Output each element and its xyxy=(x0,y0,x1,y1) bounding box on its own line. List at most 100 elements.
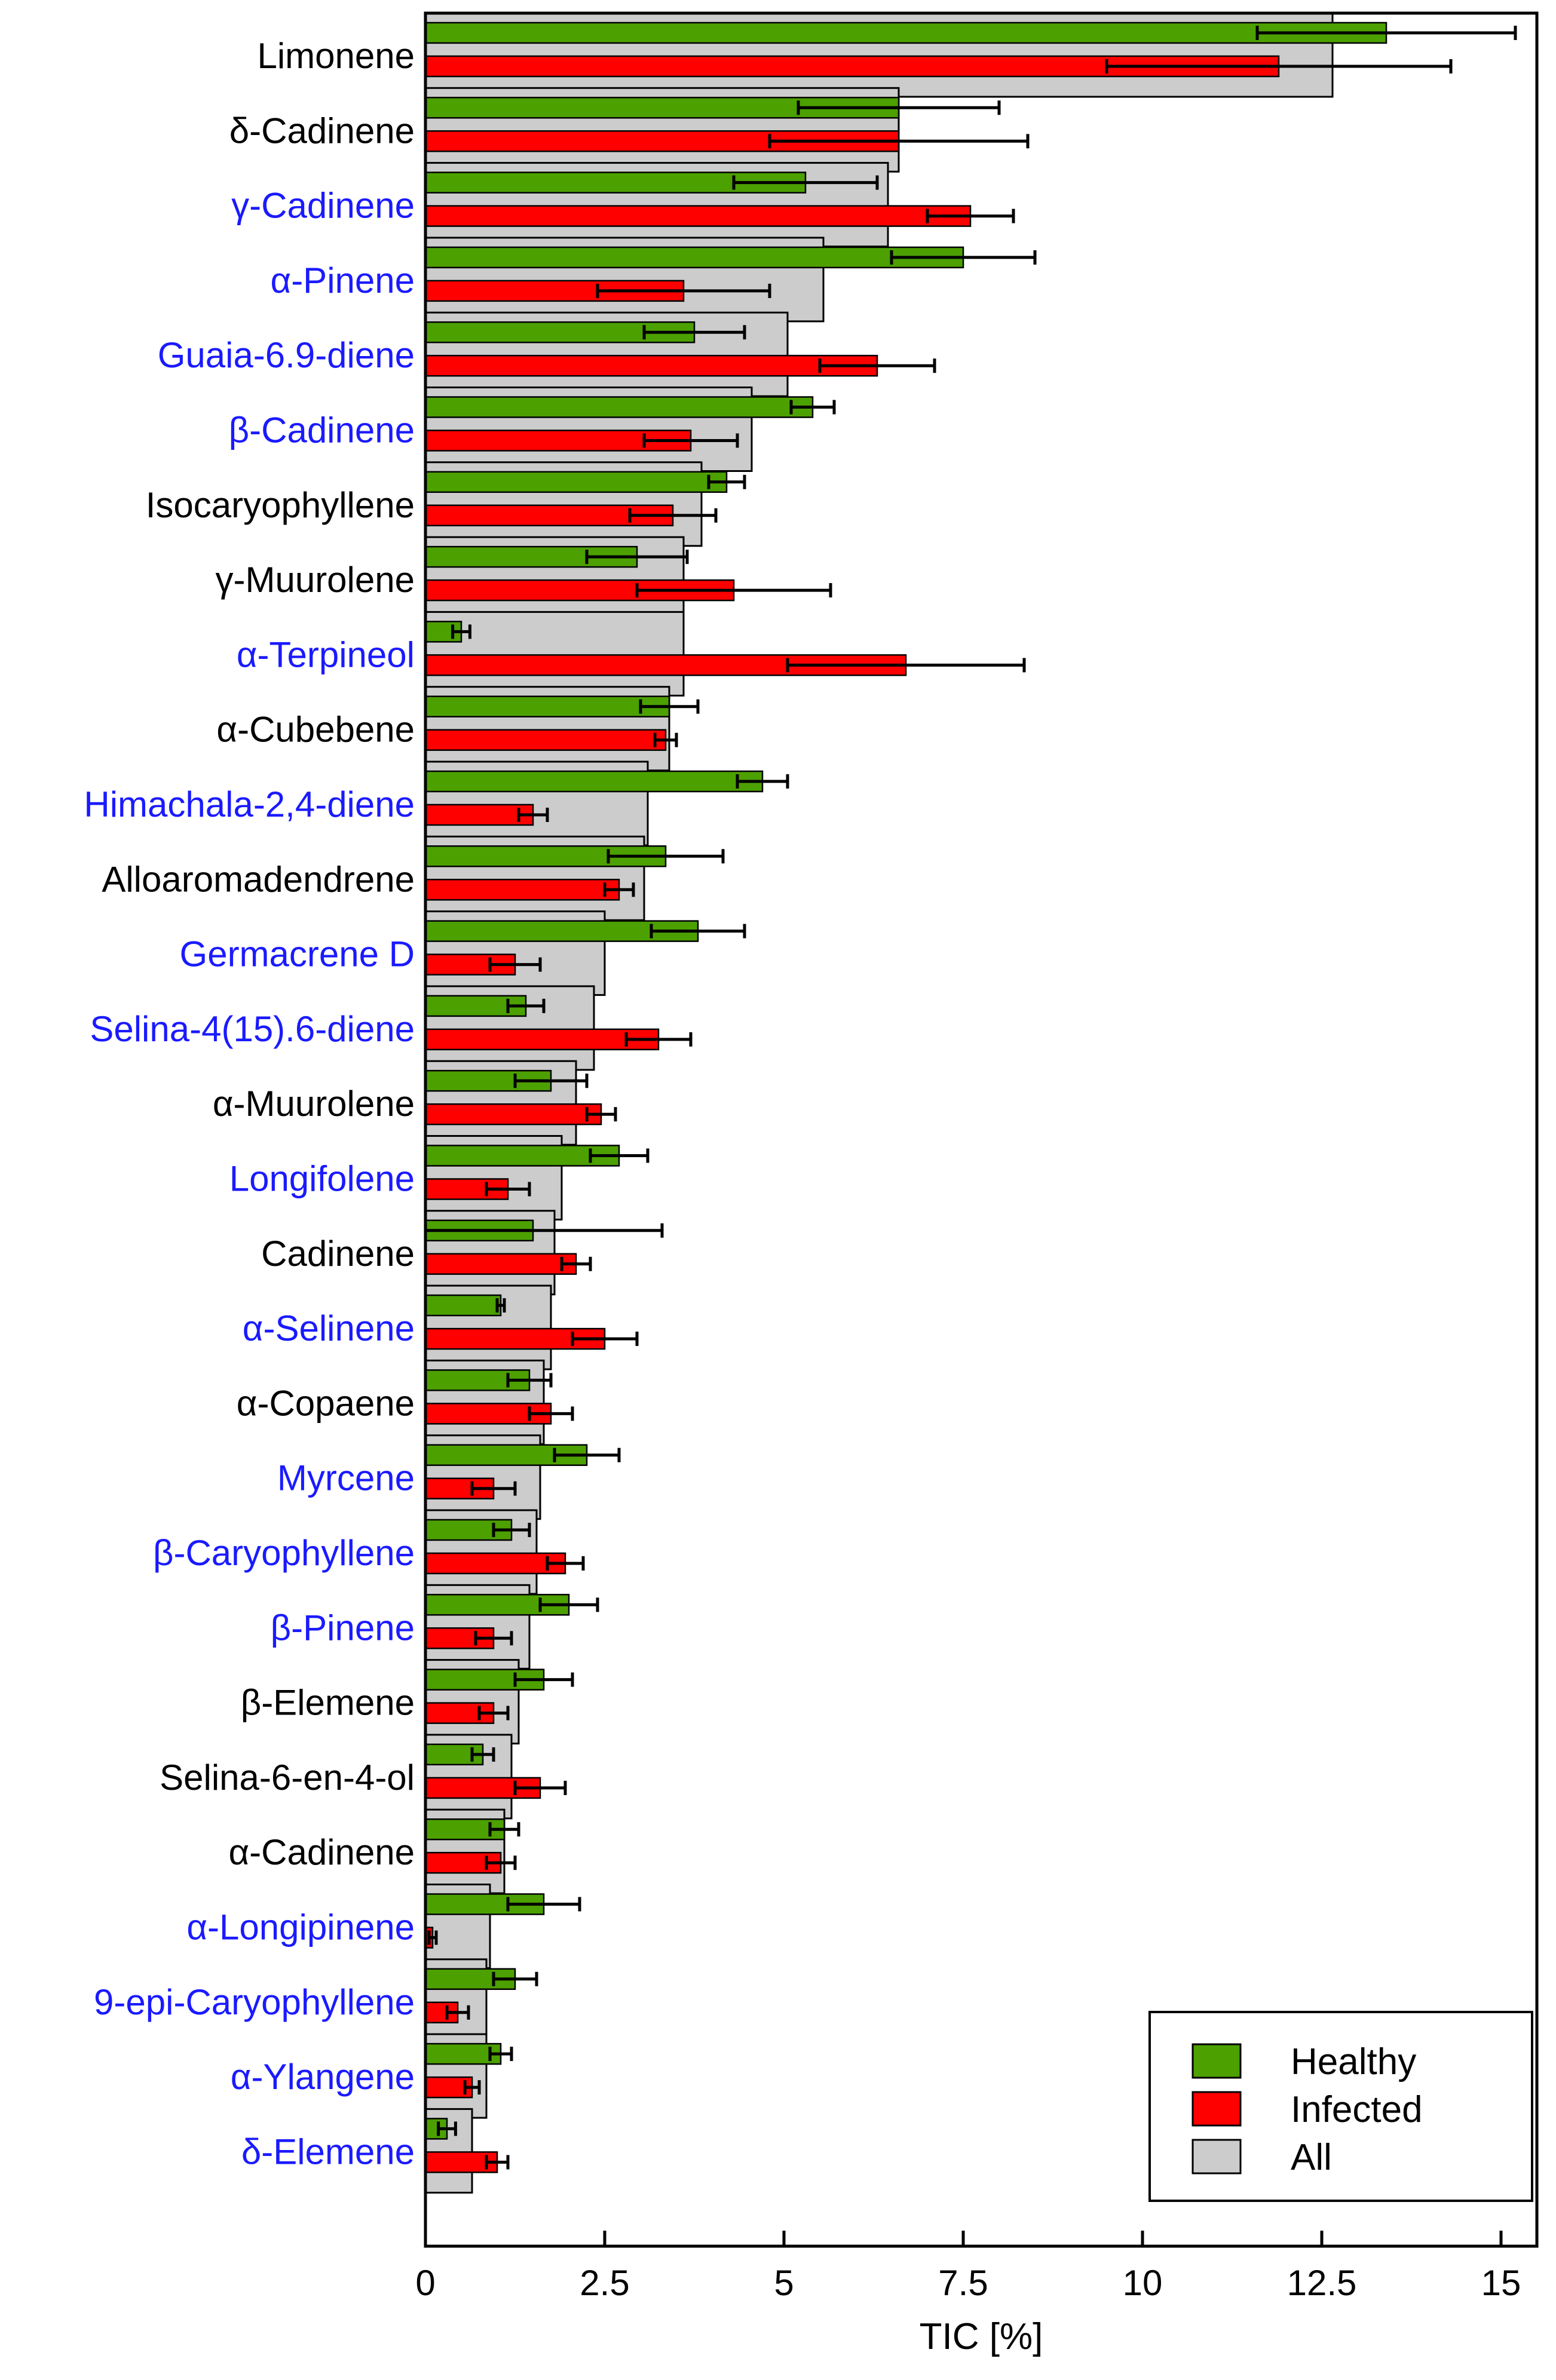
x-tick-label: 5 xyxy=(774,2263,794,2303)
category-label-cat-24: α-Cadinene xyxy=(228,1832,415,1872)
errorbar-infected-cat-26 xyxy=(445,2005,470,2020)
bar-healthy-cat-27 xyxy=(424,2042,502,2065)
errorbar-infected-cat-28 xyxy=(485,2155,510,2170)
bar-healthy-cat-10 xyxy=(424,770,764,793)
category-label-cat-22: β-Elemene xyxy=(241,1683,415,1723)
errorbar-healthy-cat-9 xyxy=(639,699,700,714)
errorbar-healthy-cat-12 xyxy=(650,924,746,938)
errorbar-infected-cat-2 xyxy=(926,208,1015,223)
bar-infected-cat-13 xyxy=(424,1028,660,1051)
bar-infected-cat-16 xyxy=(424,1253,577,1275)
errorbar-healthy-cat-24 xyxy=(488,1822,520,1837)
category-label-cat-25: α-Longipinene xyxy=(186,1907,415,1947)
errorbar-healthy-cat-14 xyxy=(513,1074,589,1088)
category-label-cat-20: β-Caryophyllene xyxy=(153,1533,415,1573)
errorbar-healthy-cat-6 xyxy=(707,474,746,489)
errorbar-infected-cat-21 xyxy=(474,1631,513,1646)
errorbar-healthy-cat-5 xyxy=(789,400,836,415)
category-label-cat-1: δ-Cadinene xyxy=(229,111,415,151)
bar-infected-cat-14 xyxy=(424,1103,602,1125)
errorbar-healthy-cat-19 xyxy=(553,1447,621,1462)
errorbar-healthy-cat-2 xyxy=(732,175,879,190)
errorbar-infected-cat-9 xyxy=(653,732,678,747)
plot-frame xyxy=(424,11,1539,2248)
category-label-cat-28: δ-Elemene xyxy=(241,2131,415,2172)
errorbar-infected-cat-3 xyxy=(596,283,771,298)
errorbar-infected-cat-13 xyxy=(624,1032,693,1047)
category-label-cat-9: α-Cubebene xyxy=(216,710,415,750)
bar-healthy-cat-6 xyxy=(424,471,728,493)
bar-healthy-cat-0 xyxy=(424,22,1387,44)
errorbar-infected-cat-7 xyxy=(635,583,832,598)
category-label-cat-4: Guaia-6.9-diene xyxy=(158,335,415,375)
errorbar-infected-cat-15 xyxy=(485,1182,531,1197)
category-labels: Limonene δ-Cadinene γ-Cadinene α-Pinene Guai… xyxy=(84,36,415,2172)
legend-label-all: All xyxy=(1291,2137,1332,2178)
error-bars-layer xyxy=(424,26,1517,2170)
errorbar-infected-cat-14 xyxy=(585,1107,617,1122)
errorbar-healthy-cat-18 xyxy=(506,1373,553,1388)
errorbar-healthy-cat-25 xyxy=(506,1897,581,1912)
errorbar-infected-cat-1 xyxy=(768,134,1030,149)
bar-infected-cat-11 xyxy=(424,879,620,901)
errorbar-infected-cat-11 xyxy=(603,882,635,897)
errorbar-healthy-cat-3 xyxy=(890,250,1037,265)
errorbar-infected-cat-25 xyxy=(427,1930,438,1945)
errorbar-infected-cat-16 xyxy=(560,1256,592,1271)
errorbar-healthy-cat-0 xyxy=(1255,26,1517,40)
errorbar-healthy-cat-21 xyxy=(538,1597,599,1612)
errorbar-healthy-cat-4 xyxy=(642,325,746,340)
category-label-cat-17: α-Selinene xyxy=(243,1308,415,1348)
category-label-cat-16: Cadinene xyxy=(261,1234,415,1274)
category-label-cat-5: β-Cadinene xyxy=(229,410,415,450)
category-label-cat-14: α-Muurolene xyxy=(213,1084,415,1124)
legend-swatch-infected xyxy=(1191,2091,1242,2127)
errorbar-healthy-cat-15 xyxy=(589,1148,650,1163)
category-label-cat-12: Germacrene D xyxy=(180,934,415,974)
category-label-cat-13: Selina-4(15).6-diene xyxy=(90,1009,415,1049)
errorbar-healthy-cat-13 xyxy=(506,998,546,1013)
legend-label-infected: Infected xyxy=(1291,2089,1423,2130)
category-label-cat-11: Alloaromadendrene xyxy=(102,859,415,899)
x-tick-label: 10 xyxy=(1123,2263,1163,2303)
legend: Healthy Infected All xyxy=(1148,2011,1533,2202)
x-tick-label: 12.5 xyxy=(1287,2263,1357,2303)
x-tick-label: 15 xyxy=(1481,2263,1521,2303)
errorbar-infected-cat-23 xyxy=(513,1780,567,1795)
x-tick-label: 7.5 xyxy=(938,2263,988,2303)
errorbar-healthy-cat-8 xyxy=(451,624,471,639)
errorbar-infected-cat-18 xyxy=(528,1406,574,1421)
category-label-cat-8: α-Terpineol xyxy=(237,634,415,674)
bar-infected-cat-20 xyxy=(424,1552,566,1575)
errorbar-healthy-cat-27 xyxy=(488,2047,513,2062)
category-label-cat-0: Limonene xyxy=(257,36,415,76)
errorbar-infected-cat-22 xyxy=(477,1706,510,1720)
errorbar-infected-cat-0 xyxy=(1105,59,1453,73)
legend-swatch-all xyxy=(1191,2139,1242,2174)
category-label-cat-26: 9-epi-Caryophyllene xyxy=(94,1982,415,2022)
legend-label-healthy: Healthy xyxy=(1291,2041,1416,2082)
errorbar-healthy-cat-1 xyxy=(797,100,1001,115)
bar-healthy-cat-3 xyxy=(424,246,964,269)
errorbar-infected-cat-17 xyxy=(571,1332,639,1347)
category-label-cat-15: Longifolene xyxy=(229,1159,415,1199)
errorbar-infected-cat-4 xyxy=(818,358,936,373)
errorbar-infected-cat-24 xyxy=(485,1855,517,1870)
x-axis-title: TIC [%] xyxy=(920,2316,1043,2357)
legend-swatch-healthy xyxy=(1191,2043,1242,2079)
bar-infected-cat-2 xyxy=(424,205,972,227)
errorbar-healthy-cat-11 xyxy=(607,849,725,864)
errorbar-infected-cat-10 xyxy=(517,808,549,822)
errorbar-infected-cat-6 xyxy=(628,508,718,523)
category-label-cat-10: Himachala-2,4-diene xyxy=(84,784,415,824)
errorbar-infected-cat-27 xyxy=(463,2080,481,2095)
category-label-cat-3: α-Pinene xyxy=(271,260,415,300)
errorbar-healthy-cat-20 xyxy=(492,1523,531,1537)
errorbar-infected-cat-12 xyxy=(488,957,542,972)
category-label-cat-6: Isocaryophyllene xyxy=(146,485,415,525)
errorbar-infected-cat-19 xyxy=(470,1481,517,1496)
category-label-cat-21: β-Pinene xyxy=(271,1608,415,1648)
errorbar-healthy-cat-7 xyxy=(585,550,689,565)
x-axis: 0 2.5 5 7.5 10 12.5 15 xyxy=(415,2231,1521,2303)
